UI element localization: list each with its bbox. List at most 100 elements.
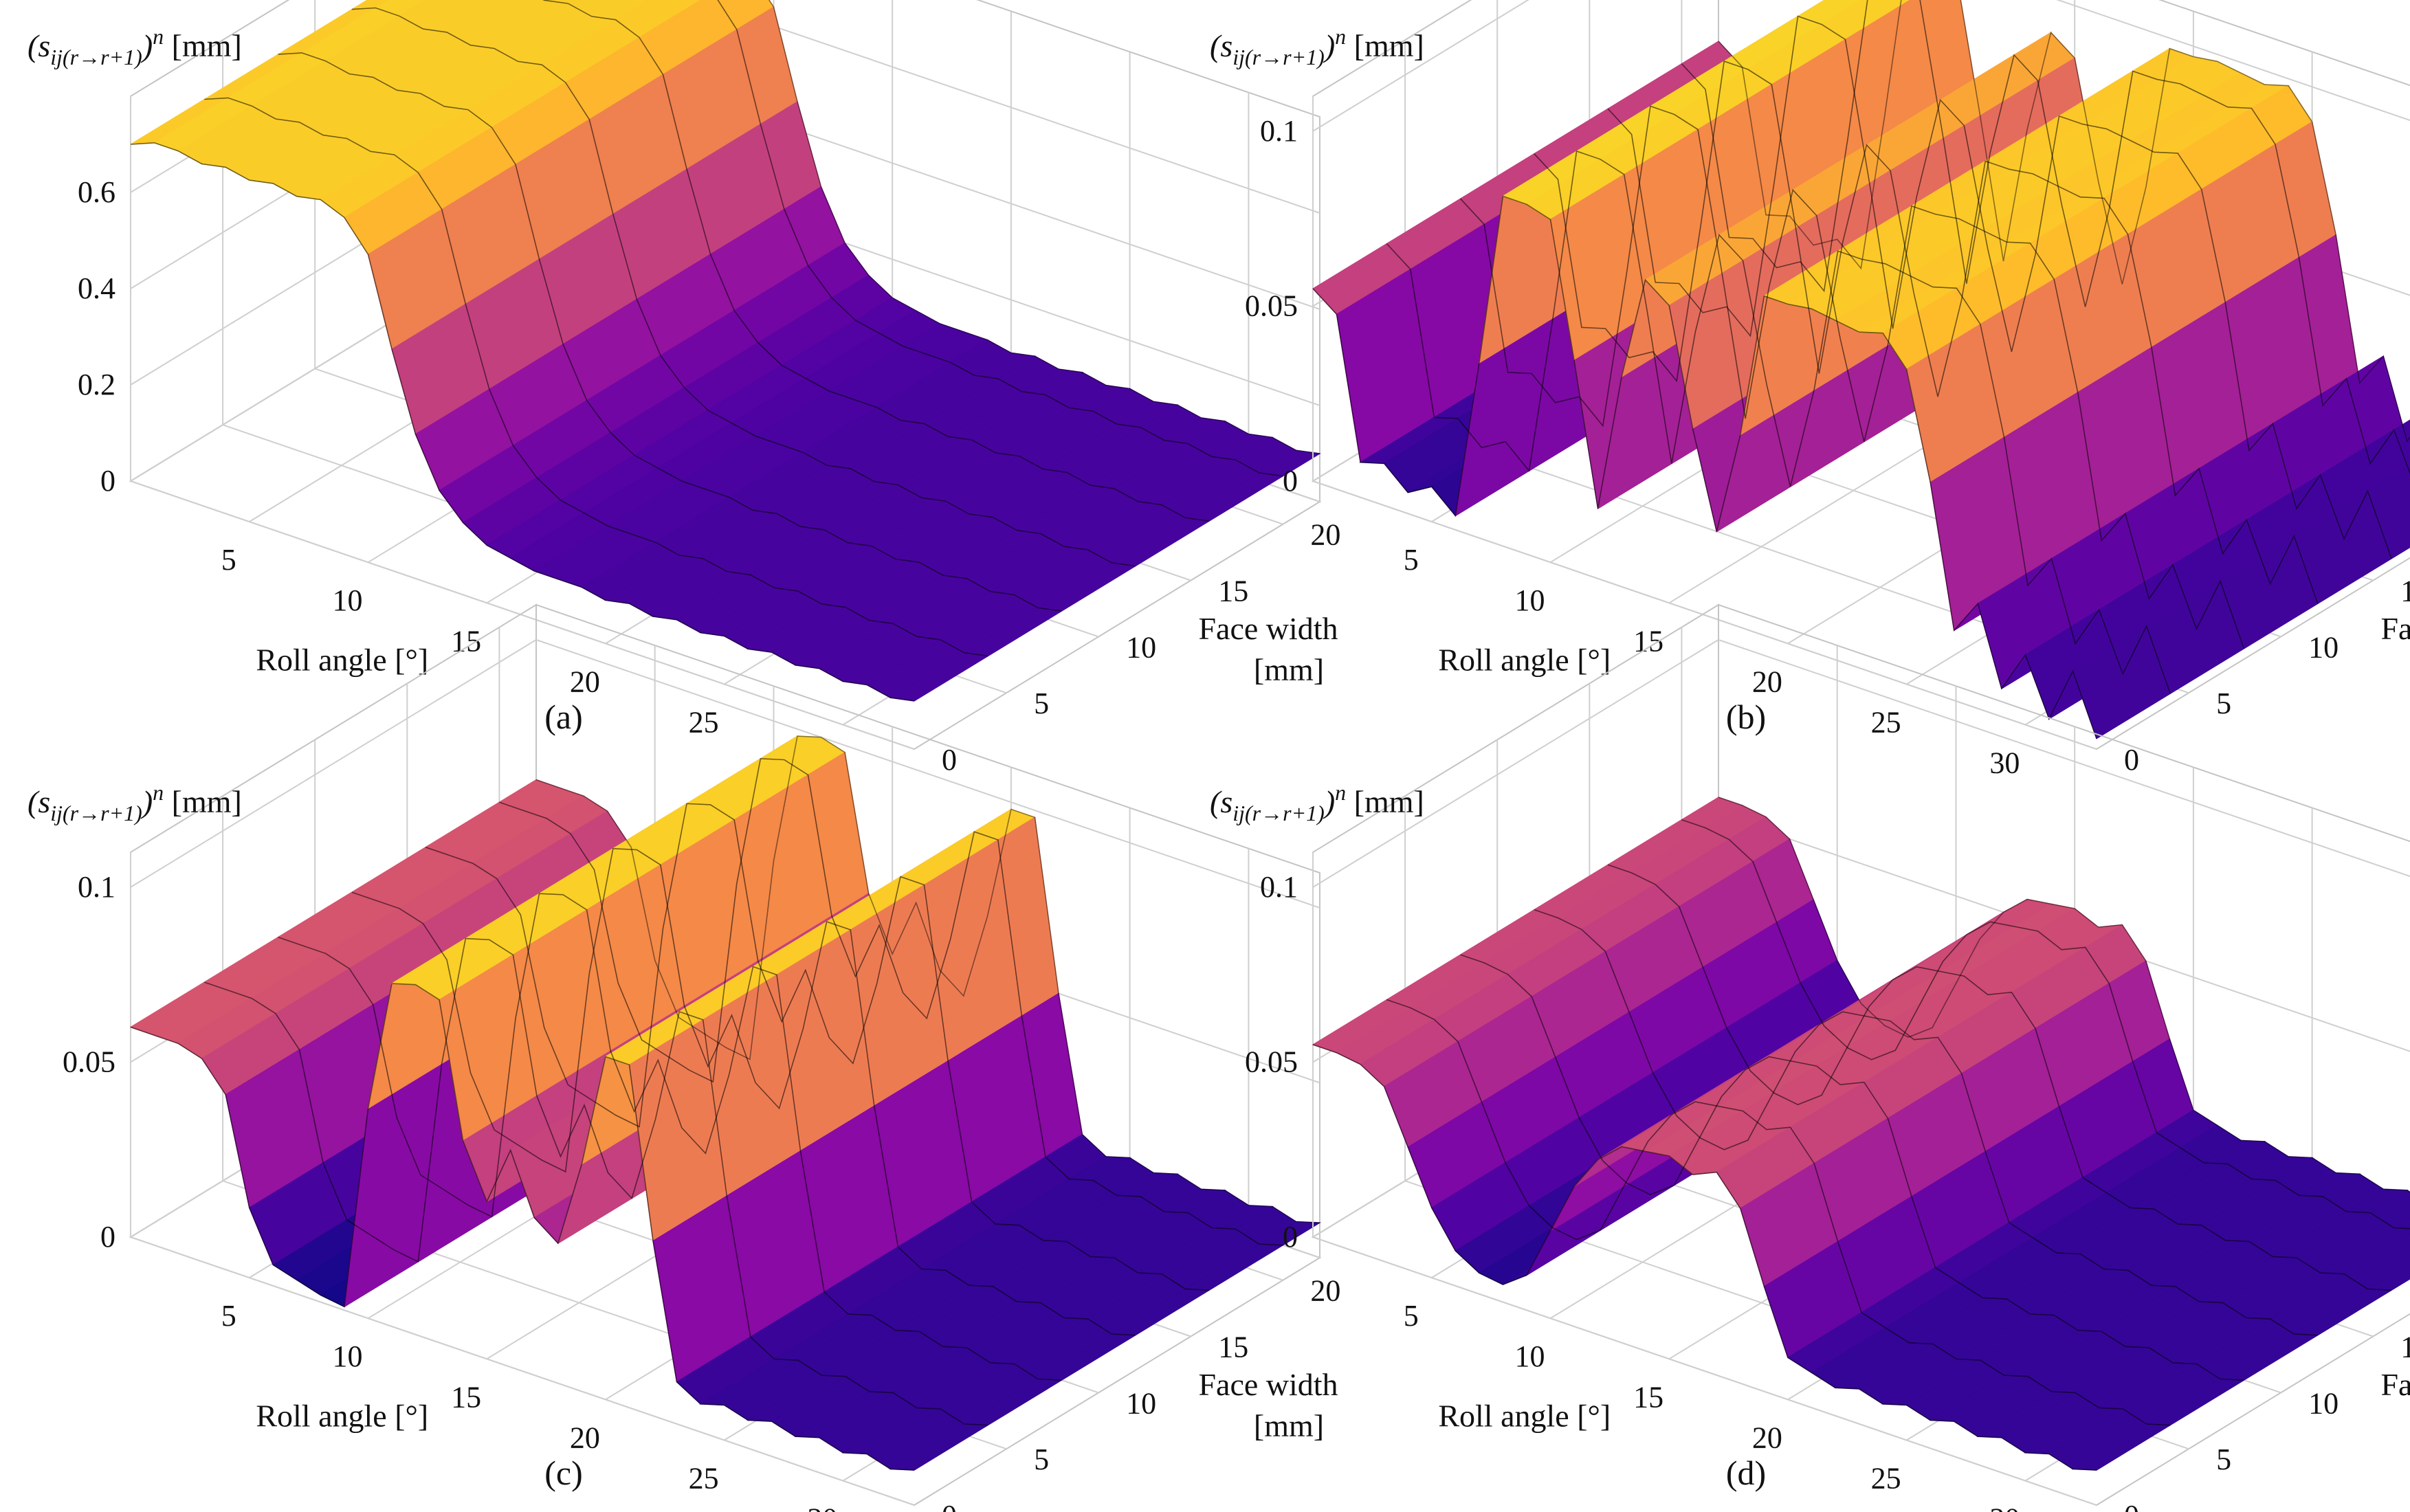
- panel-b-y-tick: 5: [2216, 687, 2231, 720]
- panel-a-y-tick: 15: [1218, 575, 1248, 608]
- panel-b-y-tick: 0: [2124, 743, 2139, 777]
- panel-d-mesh-line: [1681, 819, 2410, 1230]
- panel-b-z-tick: 0.1: [1260, 114, 1298, 148]
- panel-d-x-tick: 20: [1752, 1421, 1782, 1454]
- panel-b-zlabel-unit: [mm]: [1346, 28, 1424, 63]
- panel-a-mesh-line: [717, 0, 1283, 477]
- panel-a-zlabel-close: ): [140, 28, 153, 63]
- panel-d-x-tick: 30: [1989, 1502, 2020, 1512]
- panel-b-mesh-line: [1607, 15, 2392, 559]
- panel-a-xlabel: Roll angle [°]: [256, 642, 428, 677]
- panel-d: 5 10 15 20 25 30 0 5 10 15 20 0 0.05 0.1 (sij(r→r+1))n…: [1210, 603, 2410, 1512]
- panel-c-grid-z: [130, 638, 1320, 909]
- panel-c-mesh-line: [351, 847, 1136, 1336]
- panel-a-zlabel-prefix: (s: [27, 28, 50, 63]
- panel-a-z-tick: 0: [100, 464, 115, 498]
- panel-c-xlabel: Roll angle [°]: [256, 1398, 428, 1433]
- panel-d-x-tick: 5: [1404, 1299, 1419, 1333]
- panel-b: 5 10 15 20 25 30 0 5 10 15 20 0 0.05 0.1 (sij(r→r+1))n…: [1210, 0, 2410, 780]
- panel-c-tick-labels: 5 10 15 20 25 30 0 5 10 15 20 0 0.05 0.1: [63, 870, 1340, 1512]
- panel-a-y-tick: 20: [1310, 518, 1340, 552]
- panel-a-mesh-line: [204, 97, 988, 657]
- panel-d-zlabel: (sij(r→r+1))n [mm]: [1210, 780, 1424, 825]
- panel-c-y-tick: 10: [1126, 1386, 1156, 1420]
- panel-c-x-tick: 15: [451, 1380, 481, 1414]
- panel-d-grid-y: [1312, 852, 2097, 1506]
- panel-d-ylabel-line1: Face width: [2380, 1367, 2410, 1402]
- panel-d-z-tick: 0.1: [1260, 870, 1298, 904]
- panel-c-ylabel-line2: [mm]: [1254, 1408, 1324, 1443]
- panel-b-tick-labels: 510152025300510152000.050.1: [1245, 114, 2410, 780]
- panel-c-caption: (c): [544, 1454, 583, 1492]
- panel-a-grid-y: [130, 96, 915, 750]
- panel-a-x-tick: 20: [570, 665, 600, 698]
- panel-a-zlabel-sup: n: [153, 24, 164, 49]
- panel-b-z-tick: 0: [1283, 464, 1298, 498]
- panel-c-mesh-line: [278, 893, 1062, 1381]
- panel-a-y-tick: 10: [1126, 630, 1156, 664]
- panel-b-zlabel-prefix: (s: [1210, 28, 1232, 63]
- panel-d-y-tick: 15: [2400, 1331, 2410, 1364]
- panel-d-zlabel-sub: ij(r→r+1): [1232, 801, 1325, 825]
- panel-a-ylabel-line1: Face width: [1198, 611, 1338, 646]
- panel-a-zlabel-unit: [mm]: [164, 28, 242, 63]
- panel-c-surface: [129, 735, 1321, 1471]
- panel-c-back-edge: [535, 735, 1320, 1223]
- panel-b-surface: [1312, 0, 2410, 740]
- panel-b-ylabel-line1: Face width: [2380, 611, 2410, 646]
- panel-c-front-edge: [130, 983, 915, 1471]
- panel-b-xlabel: Roll angle [°]: [1438, 642, 1611, 677]
- panel-a-caption: (a): [544, 698, 583, 736]
- panel-b-y-tick: 10: [2308, 630, 2339, 664]
- panel-d-mesh-line: [1386, 999, 2171, 1426]
- panel-c-mesh-line: [499, 757, 1283, 1246]
- panel-d-surface: [1312, 797, 2410, 1471]
- panel-c-grid-y: [130, 852, 915, 1506]
- panel-c-z-tick: 0.1: [78, 870, 115, 904]
- panel-d-zlabel-unit: [mm]: [1346, 784, 1424, 819]
- panel-a-surface: [130, 0, 1321, 702]
- panel-c-z-tick: 0: [100, 1220, 115, 1254]
- panel-b-mesh-line: [1386, 150, 2171, 694]
- panel-c-mesh-line: [204, 937, 988, 1426]
- panel-b-caption: (b): [1726, 698, 1766, 736]
- panel-b-x-tick: 5: [1404, 543, 1419, 577]
- panel-c-zlabel-sup: n: [153, 780, 164, 805]
- panel-b-mesh-line: [1459, 105, 2245, 649]
- panel-b-mesh-line: [1534, 60, 2319, 604]
- panel-c-x-tick: 5: [221, 1299, 236, 1333]
- panel-d-y-tick: 10: [2308, 1386, 2339, 1420]
- panel-a-mesh-line: [278, 52, 1062, 612]
- panel-d-zlabel-prefix: (s: [1210, 784, 1232, 819]
- panel-b-x-tick: 30: [1989, 746, 2020, 780]
- panel-a-mesh-line: [542, 0, 1210, 522]
- panel-a: 510152025300510152000.20.40.6(sij(r→r+1)…: [27, 0, 1340, 780]
- panel-d-mesh-line: [1534, 909, 2318, 1336]
- panel-c: 510152025300510152000.050.1(sij(r→r+1))n…: [27, 603, 1340, 1512]
- panel-d-z-tick: 0: [1283, 1220, 1298, 1254]
- panel-c-ylabel-line1: Face width: [1198, 1367, 1338, 1402]
- panel-b-zlabel: (sij(r→r+1))n [mm]: [1210, 24, 1424, 69]
- panel-b-zlabel-sub: ij(r→r+1): [1232, 45, 1325, 69]
- panel-a-zlabel: (sij(r→r+1))n [mm]: [27, 24, 242, 69]
- panel-a-x-tick: 10: [332, 583, 362, 617]
- panel-d-mesh-line: [1607, 864, 2392, 1291]
- panel-b-x-tick: 10: [1514, 583, 1545, 617]
- panel-c-zlabel-sub: ij(r→r+1): [50, 801, 142, 825]
- panel-b-y-tick: 15: [2400, 575, 2410, 608]
- panel-d-x-tick: 25: [1871, 1461, 1901, 1495]
- panel-c-zlabel-prefix: (s: [27, 784, 50, 819]
- panel-d-xlabel: Roll angle [°]: [1438, 1398, 1611, 1433]
- panel-d-back-edge: [1718, 797, 2410, 1193]
- panel-a-y-tick: 0: [942, 743, 957, 777]
- panel-a-z-tick: 0.2: [78, 368, 115, 401]
- panel-b-x-tick: 25: [1871, 705, 1901, 739]
- panel-a-zlabel-sub: ij(r→r+1): [50, 45, 142, 69]
- panel-a-z-tick: 0.6: [78, 175, 115, 209]
- panel-c-y-tick: 0: [942, 1499, 957, 1512]
- panel-b-zlabel-close: ): [1323, 28, 1335, 63]
- panel-b-x-tick: 20: [1752, 665, 1782, 698]
- panel-d-grid-z: [1312, 638, 2410, 888]
- panel-d-zlabel-sup: n: [1335, 780, 1346, 805]
